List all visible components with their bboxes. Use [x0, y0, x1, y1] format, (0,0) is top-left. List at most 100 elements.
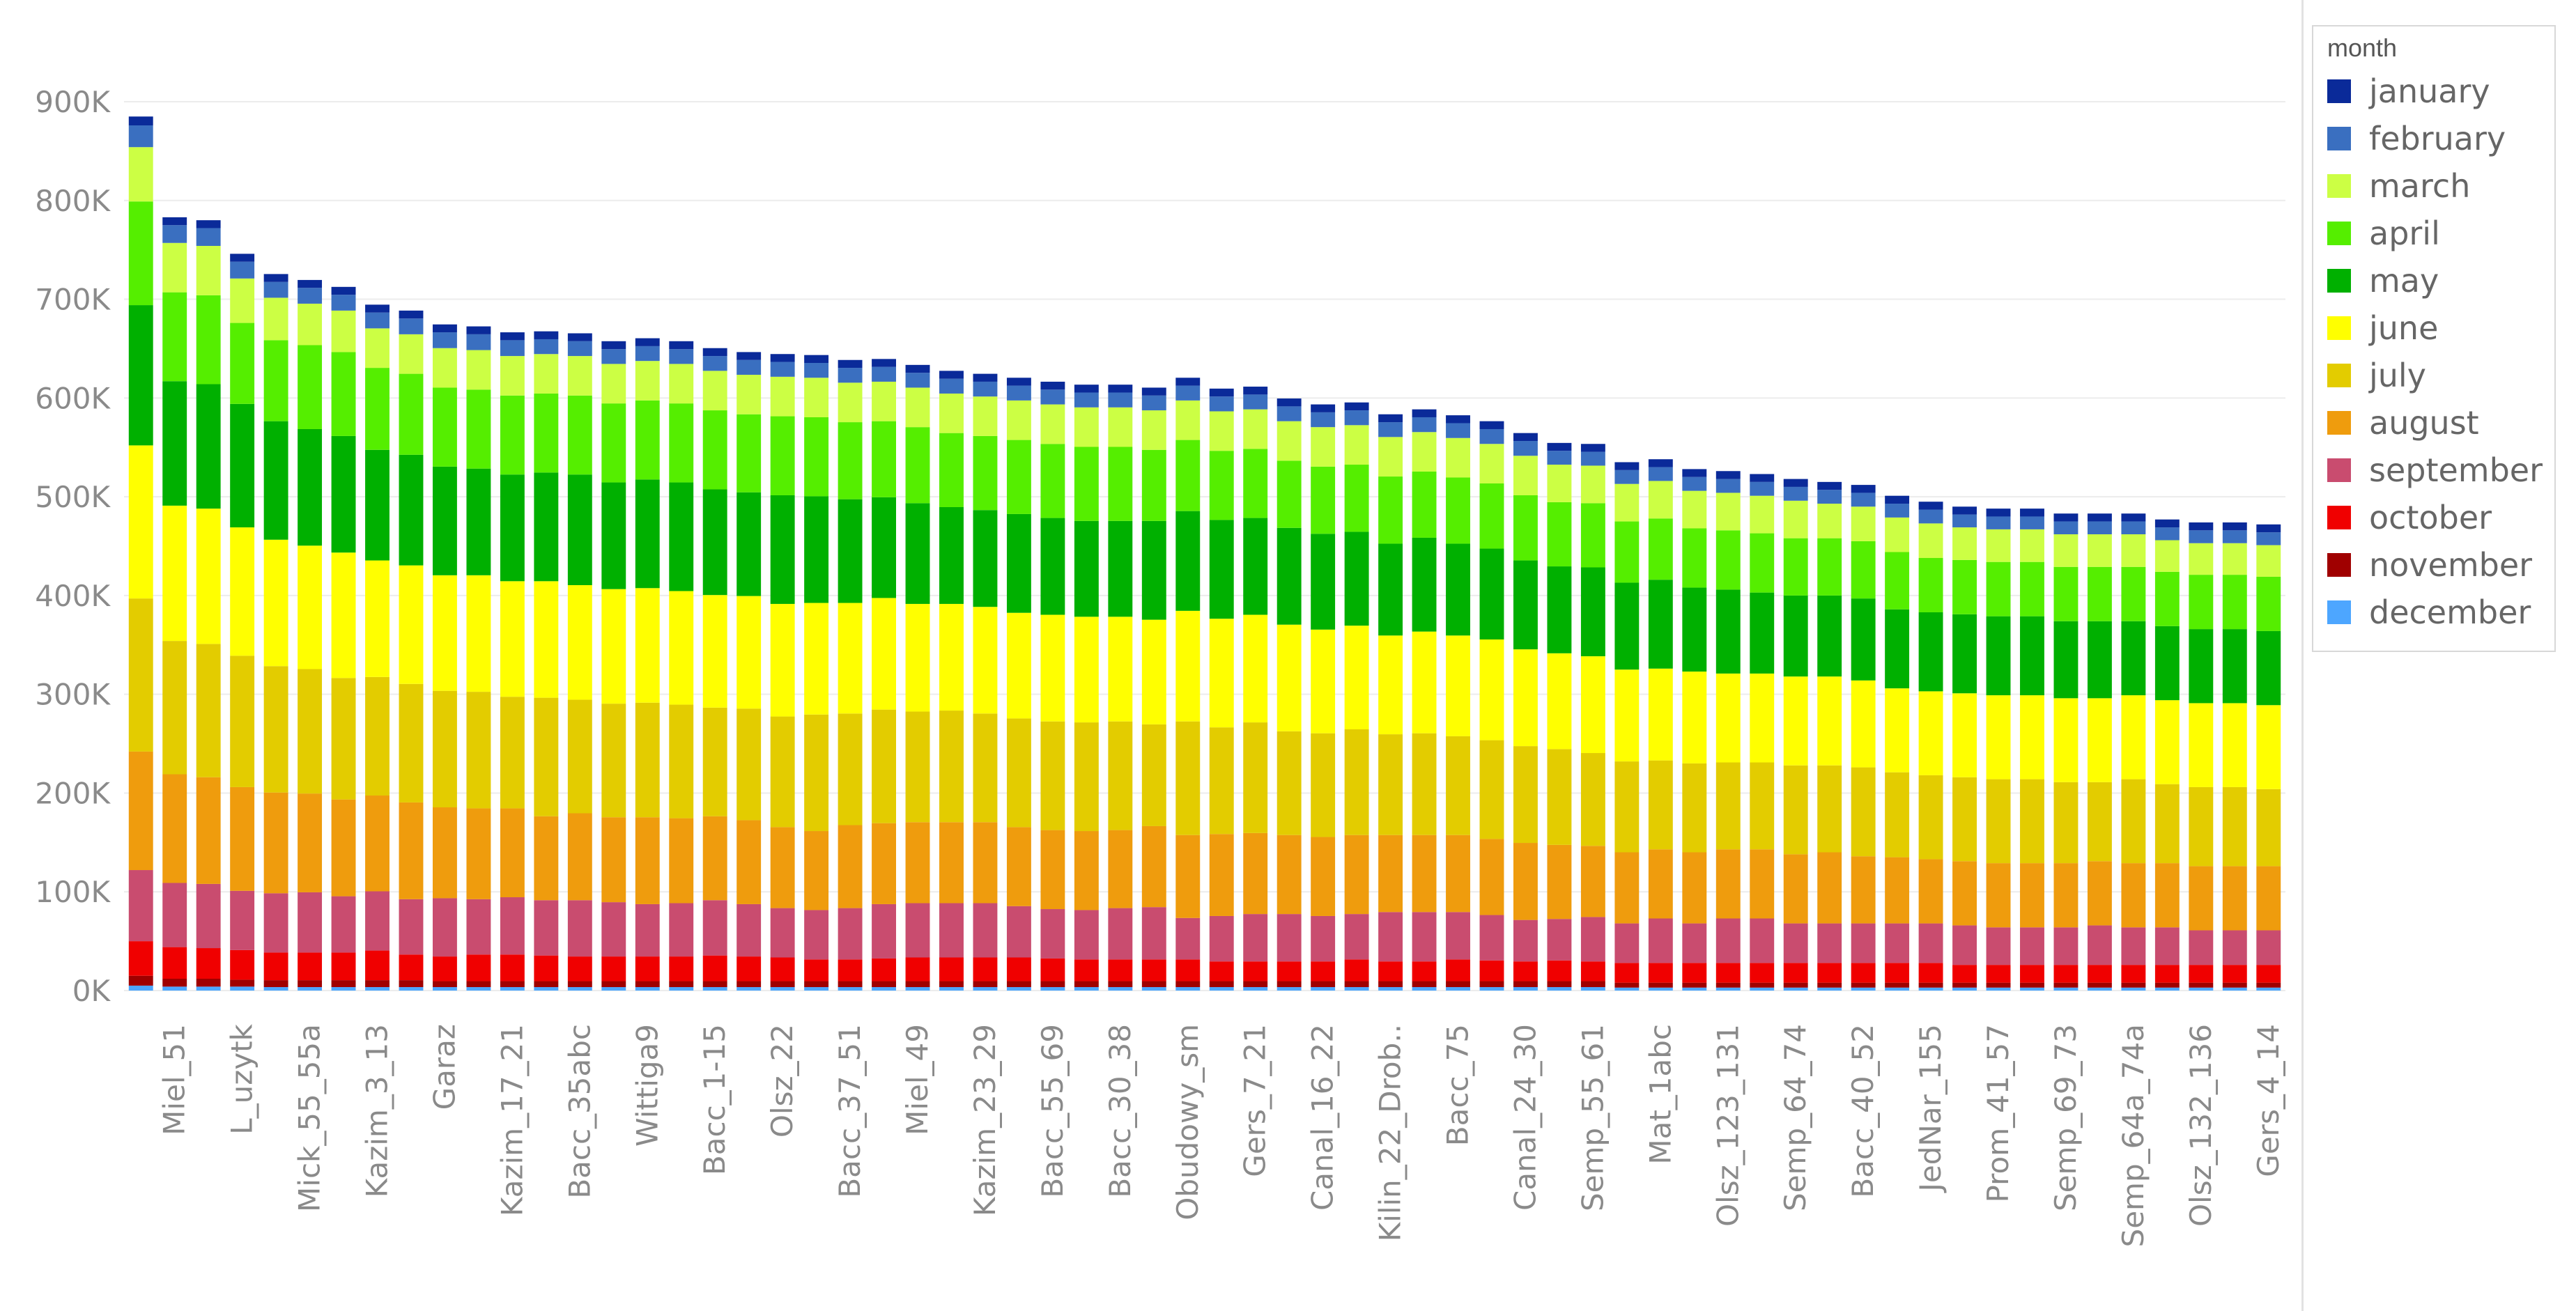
bar-segment-july[interactable] [1141, 724, 1166, 826]
bar-segment-december[interactable] [939, 987, 964, 991]
bar-segment-may[interactable] [1209, 520, 1234, 619]
bar-segment-october[interactable] [230, 949, 255, 980]
bar-segment-may[interactable] [1648, 580, 1673, 669]
bar-segment-july[interactable] [128, 598, 153, 752]
bar-segment-april[interactable] [162, 292, 187, 382]
bar-segment-october[interactable] [2222, 965, 2247, 983]
bar-segment-june[interactable] [162, 505, 187, 642]
bar-segment-july[interactable] [905, 711, 930, 823]
bar-segment-may[interactable] [2053, 621, 2078, 699]
bar-segment-october[interactable] [1547, 960, 1572, 982]
bar-segment-april[interactable] [230, 323, 255, 404]
bar-segment-april[interactable] [872, 421, 896, 497]
bar-segment-june[interactable] [2053, 698, 2078, 782]
bar-segment-march[interactable] [1243, 409, 1268, 449]
bar-segment-august[interactable] [128, 751, 153, 871]
bar-segment-april[interactable] [669, 403, 694, 483]
bar-segment-january[interactable] [1918, 502, 1943, 510]
bar-segment-november[interactable] [230, 979, 255, 987]
bar-segment-october[interactable] [601, 956, 626, 982]
bar-segment-february[interactable] [1918, 509, 1943, 524]
bar-segment-november[interactable] [1311, 981, 1336, 988]
legend-item-march[interactable]: march [2327, 164, 2470, 208]
bar-segment-may[interactable] [939, 507, 964, 604]
bar-segment-january[interactable] [162, 217, 187, 226]
bar-segment-september[interactable] [196, 883, 221, 949]
bar-stack[interactable] [1209, 388, 1234, 991]
bar-stack[interactable] [669, 341, 694, 991]
bar-segment-january[interactable] [1885, 495, 1910, 504]
bar-segment-december[interactable] [872, 987, 896, 991]
bar-segment-october[interactable] [1614, 963, 1640, 983]
bar-segment-september[interactable] [1547, 919, 1572, 961]
bar-segment-july[interactable] [838, 713, 863, 825]
bar-stack[interactable] [1783, 479, 1808, 991]
bar-segment-august[interactable] [905, 822, 930, 903]
bar-segment-april[interactable] [2087, 566, 2112, 621]
legend-item-february[interactable]: february [2327, 117, 2506, 160]
bar-segment-march[interactable] [1344, 425, 1369, 465]
bar-segment-august[interactable] [466, 808, 491, 899]
bar-segment-march[interactable] [1479, 444, 1504, 483]
bar-segment-may[interactable] [2222, 629, 2247, 704]
bar-segment-may[interactable] [1952, 614, 1977, 694]
bar-stack[interactable] [162, 217, 187, 991]
bar-segment-october[interactable] [1108, 959, 1133, 982]
bar-segment-september[interactable] [1412, 912, 1437, 962]
bar-segment-november[interactable] [331, 980, 356, 988]
bar-segment-november[interactable] [1614, 982, 1640, 988]
bar-segment-january[interactable] [1074, 385, 1099, 393]
bar-segment-december[interactable] [1412, 987, 1437, 991]
bar-segment-september[interactable] [1074, 910, 1099, 960]
bar-stack[interactable] [1378, 414, 1403, 991]
bar-segment-march[interactable] [1885, 517, 1910, 552]
bar-segment-september[interactable] [1614, 923, 1640, 963]
bar-stack[interactable] [534, 331, 559, 991]
bar-segment-september[interactable] [1885, 923, 1910, 963]
bar-segment-september[interactable] [2020, 927, 2044, 965]
bar-segment-december[interactable] [230, 986, 255, 991]
bar-segment-december[interactable] [1277, 987, 1302, 991]
bar-segment-august[interactable] [1243, 832, 1268, 915]
bar-segment-may[interactable] [365, 449, 390, 561]
bar-segment-april[interactable] [1412, 471, 1437, 538]
bar-segment-january[interactable] [433, 324, 457, 333]
bar-segment-august[interactable] [230, 786, 255, 891]
bar-segment-july[interactable] [1074, 722, 1099, 832]
bar-segment-september[interactable] [298, 892, 323, 953]
bar-segment-july[interactable] [1277, 731, 1302, 835]
bar-segment-june[interactable] [702, 595, 727, 708]
bar-segment-april[interactable] [1175, 440, 1201, 511]
bar-segment-march[interactable] [770, 376, 795, 417]
bar-segment-december[interactable] [1715, 987, 1741, 991]
bar-segment-february[interactable] [804, 363, 829, 378]
bar-segment-march[interactable] [1040, 404, 1065, 444]
bar-segment-july[interactable] [365, 676, 390, 796]
bar-segment-june[interactable] [770, 603, 795, 717]
bar-segment-november[interactable] [669, 981, 694, 988]
bar-segment-march[interactable] [2189, 543, 2214, 575]
bar-segment-december[interactable] [1783, 987, 1808, 991]
legend-item-april[interactable]: april [2327, 212, 2440, 255]
bar-segment-august[interactable] [1412, 835, 1437, 913]
bar-segment-july[interactable] [804, 714, 829, 832]
bar-segment-march[interactable] [230, 278, 255, 323]
bar-segment-august[interactable] [770, 827, 795, 908]
bar-segment-november[interactable] [1344, 981, 1369, 988]
bar-segment-july[interactable] [1108, 721, 1133, 830]
bar-segment-september[interactable] [2189, 930, 2214, 965]
bar-segment-july[interactable] [2222, 786, 2247, 867]
bar-stack[interactable] [1243, 387, 1268, 991]
bar-segment-december[interactable] [736, 987, 762, 991]
bar-segment-october[interactable] [1141, 959, 1166, 982]
bar-segment-april[interactable] [1040, 444, 1065, 518]
bar-segment-august[interactable] [1817, 852, 1842, 924]
bar-stack[interactable] [196, 220, 221, 991]
bar-segment-august[interactable] [1580, 846, 1605, 917]
bar-segment-october[interactable] [1446, 959, 1470, 982]
bar-segment-november[interactable] [1580, 981, 1605, 988]
bar-segment-december[interactable] [534, 987, 559, 991]
bar-segment-december[interactable] [804, 987, 829, 991]
bar-segment-april[interactable] [128, 201, 153, 306]
bar-segment-march[interactable] [500, 356, 525, 396]
